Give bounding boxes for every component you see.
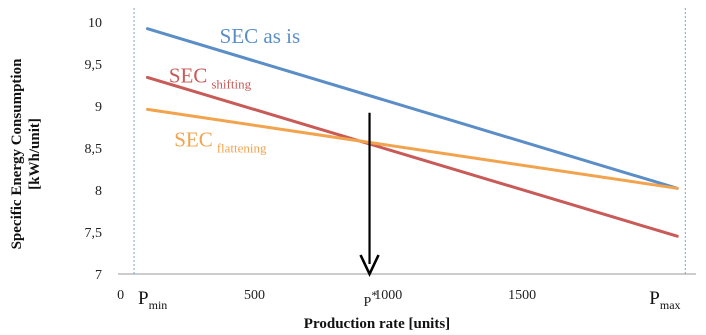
x-tick-label: 500 bbox=[244, 288, 265, 303]
series-label-sub: shifting bbox=[211, 76, 251, 91]
axes: 10 9,5 9 8,5 8 7,5 7 0 500 1000 1500 bbox=[85, 8, 696, 303]
x-tick-labels: 0 500 1000 1500 bbox=[117, 288, 536, 303]
y-tick-label: 8 bbox=[95, 184, 102, 199]
y-tick-label: 9 bbox=[95, 100, 102, 115]
series-line-as-is bbox=[145, 27, 679, 190]
reference-label-sub: min bbox=[149, 298, 168, 312]
y-tick-label: 9,5 bbox=[85, 58, 103, 73]
x-axis-title: Production rate [units] bbox=[304, 316, 450, 332]
y-tick-label: 8,5 bbox=[85, 142, 103, 157]
reference-lines bbox=[133, 8, 686, 274]
x-tick-label: 0 bbox=[117, 288, 124, 303]
series-line-flattening bbox=[145, 107, 679, 190]
x-tick-label: 1000 bbox=[374, 288, 402, 303]
y-tick-labels: 10 9,5 9 8,5 8 7,5 7 bbox=[85, 16, 103, 283]
p-star-label: P* bbox=[364, 288, 378, 310]
reference-label-sub: max bbox=[660, 298, 681, 312]
reference-labels: Pmin Pmax bbox=[138, 288, 680, 312]
series-label-shifting: SEC shifting bbox=[169, 63, 252, 91]
series-label-as-is: SEC as is bbox=[220, 24, 301, 48]
y-tick-label: 7,5 bbox=[85, 226, 103, 241]
reference-label-max: Pmax bbox=[649, 288, 680, 312]
series-lines bbox=[145, 27, 679, 238]
series-label-sub: flattening bbox=[217, 140, 267, 155]
arrow-head bbox=[359, 254, 380, 278]
series-line-shifting bbox=[145, 75, 679, 238]
series-label-flattening: SEC flattening bbox=[174, 127, 267, 155]
y-axis-title-line1: Specific Energy Consumption bbox=[9, 58, 25, 250]
y-axis-title-line2: [kWh/unit] bbox=[27, 118, 43, 190]
reference-label-min: Pmin bbox=[138, 288, 167, 312]
y-axis-title: Specific Energy Consumption [kWh/unit] bbox=[9, 58, 43, 250]
p-star-sup: * bbox=[371, 288, 377, 302]
x-tick-label: 1500 bbox=[508, 288, 536, 303]
y-tick-label: 10 bbox=[88, 16, 102, 31]
y-tick-label: 7 bbox=[95, 268, 102, 283]
